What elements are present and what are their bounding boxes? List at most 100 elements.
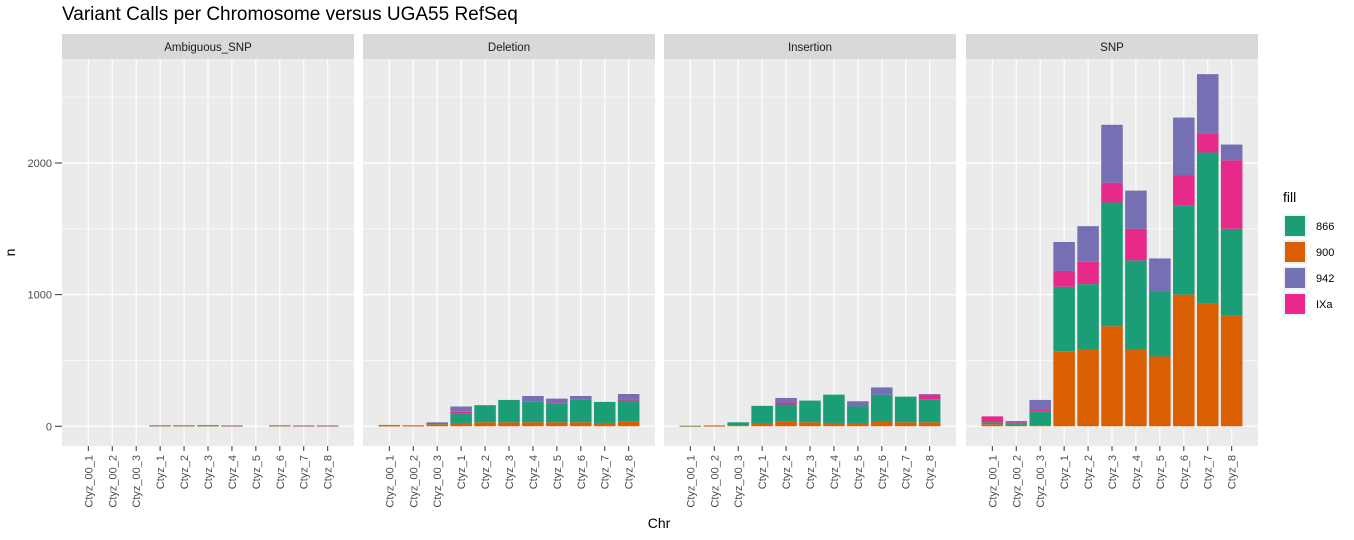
facet-strip	[363, 34, 655, 59]
x-tick-label: Ctyz_6	[275, 455, 287, 489]
x-tick-label: Ctyz_3	[504, 455, 516, 489]
legend: fill 866 900 942 IXa	[1283, 189, 1334, 316]
bar-segment	[522, 395, 544, 402]
bar-segment	[593, 422, 616, 427]
bar-segment	[221, 425, 243, 427]
bar-segment	[1173, 117, 1195, 176]
bar-segment	[149, 425, 171, 426]
bar-segment	[1196, 74, 1219, 134]
bar-segment	[823, 394, 845, 423]
bar-segment	[402, 425, 425, 427]
bar-segment	[617, 400, 640, 422]
x-tick-label: Ctyz_00_1	[83, 455, 95, 508]
bar-segment	[570, 422, 592, 427]
bar-segment	[981, 422, 1004, 425]
bar-segment	[847, 406, 869, 423]
x-tick-label: Ctyz_1	[155, 455, 167, 489]
bar-segment	[498, 422, 520, 427]
bar-segment	[727, 422, 749, 426]
bar-segment	[617, 394, 640, 400]
bar-segment	[378, 424, 401, 426]
bar-segment	[894, 396, 917, 423]
x-tick-label: Ctyz_1	[757, 455, 769, 489]
bar-segment	[1053, 286, 1075, 352]
bar-segment	[1101, 124, 1123, 183]
x-tick-label: Ctyz_7	[600, 455, 612, 489]
bar-segment	[292, 425, 315, 427]
bar-segment	[402, 425, 425, 426]
bar-segment	[617, 421, 640, 427]
bar-segment	[1173, 294, 1195, 427]
bar-segment	[450, 406, 472, 412]
x-tick-label: Ctyz_4	[1131, 455, 1143, 489]
bar-segment	[1005, 422, 1028, 424]
bar-segment	[546, 398, 568, 403]
bar-segment	[981, 424, 1004, 427]
bar-segment	[1173, 175, 1195, 206]
bar-segment	[751, 405, 773, 423]
legend-label: IXa	[1316, 299, 1333, 311]
bar-segment	[546, 422, 568, 427]
bar-segment	[1077, 226, 1099, 262]
x-tick-label: Ctyz_00_3	[1035, 455, 1047, 508]
bar-segment	[1196, 133, 1219, 153]
x-tick-label: Ctyz_00_1	[987, 455, 999, 508]
bar-segment	[679, 426, 702, 427]
x-tick-label: Ctyz_5	[1155, 455, 1167, 489]
x-axis-title: Chr	[648, 515, 671, 531]
bar-segment	[703, 425, 726, 427]
x-tick-label: Ctyz_7	[299, 455, 311, 489]
bar-segment	[703, 425, 726, 427]
bar-segment	[570, 399, 592, 423]
bar-segment	[1005, 424, 1028, 427]
x-tick-label: Ctyz_6	[877, 455, 889, 489]
bar-segment	[918, 394, 941, 395]
bar-segment	[1029, 411, 1051, 426]
x-tick-label: Ctyz_2	[1083, 455, 1095, 489]
bar-segment	[474, 405, 496, 423]
legend-swatch	[1285, 268, 1305, 288]
bar-segment	[522, 401, 544, 423]
bar-segment	[378, 425, 401, 427]
bar-segment	[1077, 284, 1099, 350]
x-tick-label: Ctyz_8	[1227, 455, 1239, 489]
bar-segment	[847, 401, 869, 407]
x-tick-label: Ctyz_00_1	[685, 455, 697, 508]
legend-swatch	[1285, 294, 1305, 314]
bar-segment	[894, 422, 917, 427]
x-tick-label: Ctyz_4	[227, 455, 239, 489]
x-tick-label: Ctyz_1	[1059, 455, 1071, 489]
bar-segment	[871, 387, 893, 395]
bar-segment	[1196, 152, 1219, 304]
bar-segment	[1053, 241, 1075, 271]
x-tick-label: Ctyz_00_2	[107, 455, 119, 508]
bar-segment	[1220, 228, 1243, 316]
x-tick-label: Ctyz_2	[781, 455, 793, 489]
bar-segment	[799, 400, 821, 423]
bar-segment	[522, 422, 544, 427]
facet-panel-ambiguous-snp: Ambiguous_SNP Ctyz_00_1 Ctyz_00_2 Ctyz_00_3…	[62, 34, 354, 508]
bar-segment	[799, 422, 821, 427]
bar-segment	[775, 402, 797, 405]
bar-segment	[727, 425, 749, 427]
bar-segment	[1125, 349, 1147, 427]
x-tick-label: Ctyz_7	[901, 455, 913, 489]
bar-segment	[679, 425, 702, 427]
bar-segment	[775, 404, 797, 422]
facet-strip-label: Insertion	[788, 42, 832, 54]
bar-segment	[918, 394, 941, 400]
bar-segment	[450, 413, 472, 423]
bar-segment	[269, 425, 291, 426]
bar-segment	[1053, 270, 1075, 287]
x-tick-label: Ctyz_8	[323, 455, 335, 489]
bar-segment	[1196, 303, 1219, 427]
facet-strip-label: SNP	[1100, 42, 1124, 54]
bar-segment	[981, 416, 1004, 423]
bar-segment	[918, 422, 941, 427]
facet-strip	[966, 34, 1258, 59]
bar-segment	[316, 425, 339, 427]
bar-segment	[498, 399, 520, 423]
bar-segment	[1077, 349, 1099, 427]
x-tick-label: Ctyz_00_3	[733, 455, 745, 508]
legend-label: 866	[1316, 221, 1334, 233]
